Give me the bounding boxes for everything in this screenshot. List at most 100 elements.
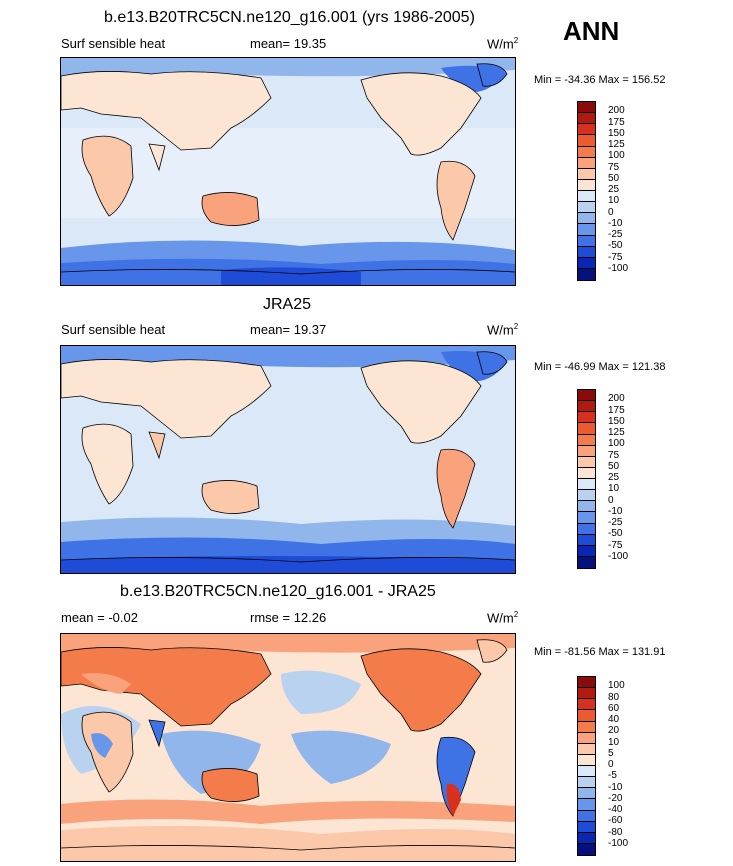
panel1-tick: 125: [608, 139, 625, 150]
colorbar-swatch: [578, 832, 595, 844]
panel3-title: b.e13.B20TRC5CN.ne120_g16.001 - JRA25: [120, 583, 436, 600]
panel3-tick: 60: [608, 703, 620, 714]
colorbar-swatch: [578, 445, 595, 457]
panel2-tick: 125: [608, 427, 625, 438]
panel3-minmax: Min = -81.56 Max = 131.91: [534, 646, 666, 658]
panel1-tick: 0: [608, 207, 614, 218]
panel2-tick: 50: [608, 461, 620, 472]
panel1-tick: 50: [608, 173, 620, 184]
panel2-mean: mean= 19.37: [250, 322, 327, 337]
panel1-map: [60, 57, 516, 286]
panel1-tick: -25: [608, 229, 623, 240]
colorbar-swatch: [578, 124, 595, 136]
colorbar-swatch: [578, 843, 595, 855]
panel3-tick: -10: [608, 782, 623, 793]
panel1-variable-label: Surf sensible heat: [61, 36, 166, 51]
panel3-tick: -20: [608, 793, 623, 804]
panel3-tick: -80: [608, 827, 623, 838]
colorbar-swatch: [578, 556, 595, 568]
panel3-tick: 80: [608, 692, 620, 703]
colorbar-swatch: [578, 401, 595, 413]
colorbar-swatch: [578, 434, 595, 446]
panel2-tick: 175: [608, 405, 625, 416]
panel2-tick: -100: [608, 551, 629, 562]
colorbar-swatch: [578, 721, 595, 733]
colorbar-swatch: [578, 523, 595, 535]
colorbar-swatch: [578, 710, 595, 722]
panel1-tick: -100: [608, 263, 629, 274]
panel3-tick: 0: [608, 759, 614, 770]
panel3-rmse: rmse = 12.26: [250, 610, 327, 625]
colorbar-swatch: [578, 821, 595, 833]
panel2-tick: 75: [608, 450, 620, 461]
panel1-tick: 175: [608, 117, 625, 128]
panel2-tick: -25: [608, 517, 623, 528]
colorbar-swatch: [578, 423, 595, 435]
colorbar-swatch: [578, 456, 595, 468]
colorbar-swatch: [578, 743, 595, 755]
colorbar-swatch: [578, 268, 595, 280]
colorbar-swatch: [578, 224, 595, 236]
panel3-tick: 10: [608, 737, 620, 748]
colorbar-swatch: [578, 677, 595, 689]
colorbar-swatch: [578, 512, 595, 524]
panel1-tick: -10: [608, 218, 623, 229]
panel2-tick: 200: [608, 393, 625, 404]
panel3-tick: 40: [608, 714, 620, 725]
colorbar-swatch: [578, 777, 595, 789]
panel3-tick: -100: [608, 838, 629, 849]
panel1-tick: 25: [608, 184, 620, 195]
colorbar-swatch: [578, 534, 595, 546]
colorbar-swatch: [578, 235, 595, 247]
panel2-minmax: Min = -46.99 Max = 121.38: [534, 361, 666, 373]
panel2-variable-label: Surf sensible heat: [61, 322, 166, 337]
colorbar-swatch: [578, 202, 595, 214]
colorbar-swatch: [578, 799, 595, 811]
panel2-title: JRA25: [263, 296, 312, 313]
colorbar-swatch: [578, 257, 595, 269]
panel1-tick: -75: [608, 252, 623, 263]
panel1-tick: 150: [608, 128, 625, 139]
colorbar-swatch: [578, 490, 595, 502]
panel2-tick: -75: [608, 540, 623, 551]
panel1-tick: 10: [608, 195, 620, 206]
panel3-map: [60, 633, 516, 862]
panel2-map: [60, 345, 516, 574]
panel1-colorbar: [577, 101, 596, 281]
panel1-units: W/m2: [487, 36, 519, 52]
panel3-tick: 100: [608, 680, 625, 691]
panel2-tick: 25: [608, 472, 620, 483]
colorbar-swatch: [578, 390, 595, 402]
panel2-tick: 0: [608, 495, 614, 506]
colorbar-swatch: [578, 688, 595, 700]
colorbar-swatch: [578, 179, 595, 191]
panel1-tick: 100: [608, 150, 625, 161]
colorbar-swatch: [578, 135, 595, 147]
panel2-tick: 10: [608, 483, 620, 494]
panel2-tick: -50: [608, 528, 623, 539]
panel3-units: W/m2: [487, 610, 519, 626]
panel3-colorbar: [577, 676, 596, 856]
panel3-tick: -5: [608, 770, 617, 781]
colorbar-swatch: [578, 479, 595, 491]
colorbar-swatch: [578, 699, 595, 711]
colorbar-swatch: [578, 157, 595, 169]
colorbar-swatch: [578, 810, 595, 822]
colorbar-swatch: [578, 501, 595, 513]
colorbar-swatch: [578, 113, 595, 125]
panel1-minmax: Min = -34.36 Max = 156.52: [534, 74, 666, 86]
colorbar-swatch: [578, 766, 595, 778]
colorbar-swatch: [578, 412, 595, 424]
panel2-colorbar: [577, 389, 596, 569]
colorbar-swatch: [578, 732, 595, 744]
colorbar-swatch: [578, 545, 595, 557]
season-label: ANN: [563, 16, 620, 46]
panel1-tick: -50: [608, 240, 623, 251]
colorbar-swatch: [578, 788, 595, 800]
panel3-tick: -60: [608, 815, 623, 826]
panel2-tick: -10: [608, 506, 623, 517]
colorbar-swatch: [578, 191, 595, 203]
colorbar-swatch: [578, 754, 595, 766]
panel2-units: W/m2: [487, 322, 519, 338]
panel1-mean: mean= 19.35: [250, 36, 327, 51]
